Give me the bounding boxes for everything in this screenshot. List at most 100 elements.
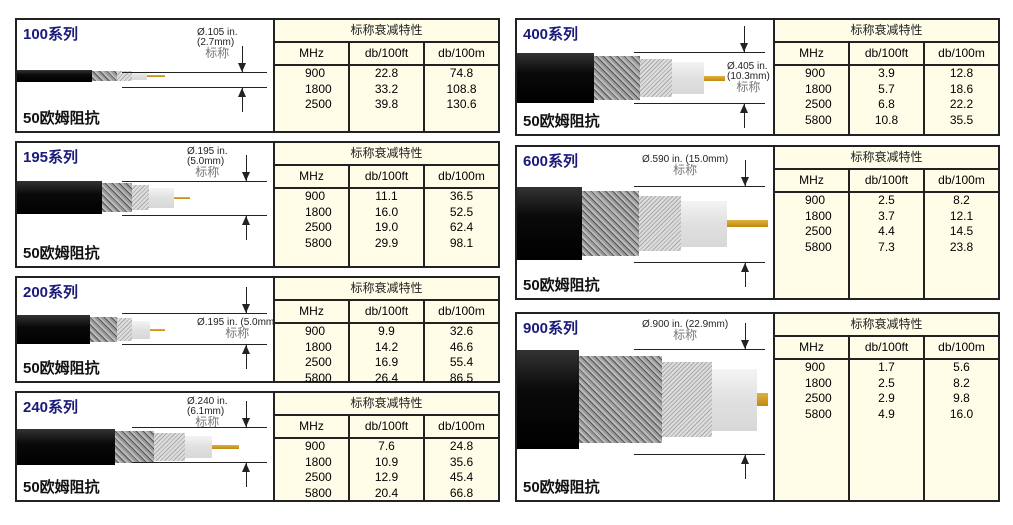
cable-braid bbox=[594, 56, 640, 100]
column-header: db/100m bbox=[923, 337, 998, 358]
arrow-down-icon bbox=[242, 155, 250, 181]
cable-cond bbox=[757, 393, 768, 406]
arrow-up-icon bbox=[242, 463, 250, 487]
dimension-line bbox=[122, 87, 267, 88]
cable-panel-195: 195系列 50欧姆阻抗 Ø.195 in. (5.0mm) 标称 标称衰减特性 MHz db… bbox=[15, 141, 500, 268]
table-column: 24.8 35.6 45.4 66.8 bbox=[423, 437, 498, 500]
cable-diel bbox=[132, 320, 150, 339]
impedance-label: 50欧姆阻抗 bbox=[523, 277, 600, 294]
attenuation-table: 标称衰减特性 MHz db/100ft db/100m 900 1800 2500 5800 3… bbox=[773, 20, 998, 134]
table-body: 900 1800 2500 5800 9.9 14.2 16.9 26.4 32.6 46.6 55… bbox=[275, 322, 498, 385]
table-cell: 2500 bbox=[805, 224, 832, 238]
cable-braid bbox=[90, 316, 117, 343]
table-column: 900 1800 2500 5800 bbox=[275, 187, 348, 266]
diameter-label: Ø.590 in. (15.0mm) 标称 bbox=[642, 155, 728, 177]
cable-cond bbox=[174, 196, 190, 199]
table-column: 8.2 12.1 14.5 23.8 bbox=[923, 191, 998, 298]
diameter-label: Ø.240 in. (6.1mm) 标称 bbox=[187, 397, 228, 429]
attenuation-table: 标称衰减特性 MHz db/100ft db/100m 900 1800 2500 5800 7… bbox=[273, 393, 498, 500]
series-title: 100系列 bbox=[23, 26, 79, 43]
table-cell: 8.2 bbox=[953, 375, 970, 390]
table-cell: 4.4 bbox=[878, 224, 895, 238]
table-cell: 2.5 bbox=[878, 375, 895, 390]
table-cell: 16.0 bbox=[949, 406, 974, 421]
table-cell: 55.4 bbox=[449, 355, 474, 369]
table-cell: 98.1 bbox=[449, 235, 474, 250]
table-cell: 900 bbox=[305, 189, 326, 203]
table-cell: 1800 bbox=[305, 204, 332, 219]
table-cell: 900 bbox=[305, 439, 326, 453]
table-cell: 5800 bbox=[805, 112, 832, 127]
cable-cond bbox=[212, 445, 239, 449]
column-header: db/100ft bbox=[348, 416, 423, 437]
column-header: db/100m bbox=[923, 170, 998, 191]
cable-braid bbox=[115, 431, 154, 463]
diameter-text: Ø.195 in. (5.0mm) bbox=[197, 317, 278, 328]
table-header: MHz db/100ft db/100m bbox=[275, 416, 498, 439]
arrow-up-icon bbox=[740, 104, 748, 128]
cable-diel bbox=[185, 436, 212, 458]
column-header: db/100ft bbox=[348, 301, 423, 322]
cable-diel bbox=[672, 62, 704, 94]
table-cell: 16.9 bbox=[374, 355, 399, 369]
table-body: 900 1800 2500 5800 11.1 16.0 19.0 29.9 36.5 52.5 6… bbox=[275, 187, 498, 266]
table-cell: 1800 bbox=[805, 375, 832, 390]
table-header: MHz db/100ft db/100m bbox=[275, 43, 498, 66]
table-cell: 1800 bbox=[805, 208, 832, 223]
table-cell: 16.0 bbox=[374, 204, 399, 219]
table-cell: 5800 bbox=[305, 235, 332, 250]
table-cell: 900 bbox=[805, 66, 826, 80]
cable-jacket bbox=[17, 429, 115, 465]
arrow-down-icon bbox=[741, 160, 749, 186]
nominal-label: 标称 bbox=[195, 415, 220, 429]
table-column: 12.8 18.6 22.2 35.5 bbox=[923, 64, 998, 134]
table-title: 标称衰减特性 bbox=[275, 143, 498, 166]
table-cell: 39.8 bbox=[374, 97, 399, 111]
column-header: MHz bbox=[299, 419, 324, 433]
table-cell: 19.0 bbox=[374, 220, 399, 234]
table-cell: 10.8 bbox=[874, 112, 899, 127]
cable-foil bbox=[117, 71, 132, 81]
cable-panel-200: 200系列 50欧姆阻抗 Ø.195 in. (5.0mm) 标称 标称衰减特性 MHz d… bbox=[15, 276, 500, 385]
dimension-line bbox=[634, 186, 765, 187]
diameter-text: Ø.105 in. bbox=[197, 27, 238, 38]
table-cell: 1800 bbox=[305, 454, 332, 469]
dimension-line bbox=[132, 462, 267, 463]
table-cell: 52.5 bbox=[449, 204, 474, 219]
dimension-line bbox=[122, 344, 267, 345]
table-cell: 1800 bbox=[305, 81, 332, 96]
diameter-text: (2.7mm) bbox=[197, 37, 235, 48]
table-cell: 2500 bbox=[805, 391, 832, 405]
table-cell: 45.4 bbox=[449, 470, 474, 484]
cable-cond bbox=[727, 220, 768, 227]
table-cell: 33.2 bbox=[374, 81, 399, 96]
table-cell: 74.8 bbox=[449, 66, 474, 80]
table-cell: 22.8 bbox=[374, 66, 399, 80]
cable-panel-240: 240系列 50欧姆阻抗 Ø.240 in. (6.1mm) 标称 标称衰减特性 MHz db… bbox=[15, 391, 500, 502]
series-title: 400系列 bbox=[523, 26, 579, 43]
table-title: 标称衰减特性 bbox=[275, 20, 498, 43]
attenuation-table: 标称衰减特性 MHz db/100ft db/100m 900 1800 2500 5800 2… bbox=[773, 147, 998, 298]
column-header: MHz bbox=[799, 46, 824, 60]
dimension-line bbox=[634, 349, 765, 350]
table-cell: 2500 bbox=[805, 97, 832, 111]
table-cell: 86.5 bbox=[449, 370, 474, 385]
diameter-text: Ø.405 in. bbox=[727, 61, 768, 72]
table-cell: 2.9 bbox=[878, 391, 895, 405]
table-cell: 3.7 bbox=[878, 208, 895, 223]
table-title: 标称衰减特性 bbox=[275, 278, 498, 301]
table-cell: 2500 bbox=[305, 355, 332, 369]
impedance-label: 50欧姆阻抗 bbox=[23, 360, 100, 377]
arrow-up-icon bbox=[741, 263, 749, 287]
table-cell: 12.1 bbox=[949, 208, 974, 223]
column-header: db/100ft bbox=[848, 43, 923, 64]
column-header: db/100m bbox=[423, 416, 498, 437]
cable-foil bbox=[662, 361, 712, 438]
table-title: 标称衰减特性 bbox=[775, 314, 998, 337]
table-cell: 62.4 bbox=[449, 220, 474, 234]
series-title: 600系列 bbox=[523, 153, 579, 170]
table-header: MHz db/100ft db/100m bbox=[775, 43, 998, 66]
cable-jacket bbox=[517, 53, 594, 103]
table-cell: 36.5 bbox=[449, 189, 474, 203]
dimension-line bbox=[634, 262, 765, 263]
